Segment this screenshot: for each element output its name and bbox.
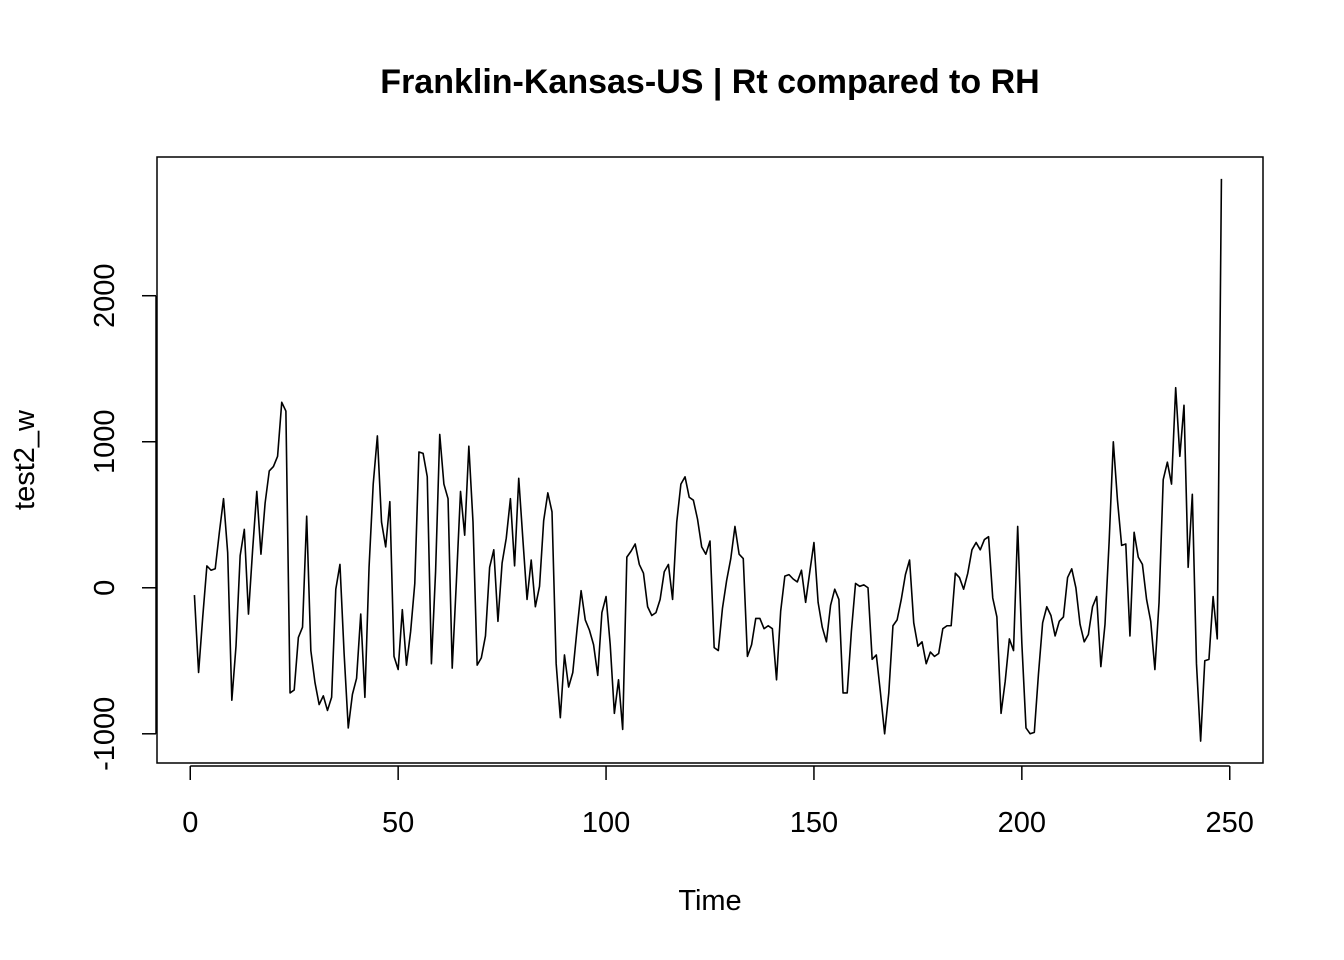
y-tick-label: -1000 bbox=[89, 697, 121, 771]
x-tick-label: 200 bbox=[998, 807, 1046, 839]
y-axis: -1000 0 1000 2000 bbox=[89, 263, 157, 771]
y-tick-label: 1000 bbox=[89, 409, 121, 474]
x-tick-label: 250 bbox=[1206, 807, 1254, 839]
x-tick-label: 100 bbox=[582, 807, 630, 839]
y-tick-label: 0 bbox=[89, 580, 121, 596]
series-line bbox=[193, 178, 1223, 742]
x-tick-label: 150 bbox=[790, 807, 838, 839]
y-axis-label: test2_w bbox=[9, 409, 41, 510]
y-tick-label: 2000 bbox=[89, 263, 121, 328]
x-axis: 0 50 100 150 200 250 bbox=[182, 765, 1254, 839]
x-axis-label: Time bbox=[678, 885, 741, 917]
x-tick-label: 50 bbox=[382, 807, 414, 839]
x-tick-label: 0 bbox=[182, 807, 198, 839]
chart-title: Franklin-Kansas-US | Rt compared to RH bbox=[380, 63, 1039, 101]
plot-frame bbox=[156, 156, 1264, 764]
